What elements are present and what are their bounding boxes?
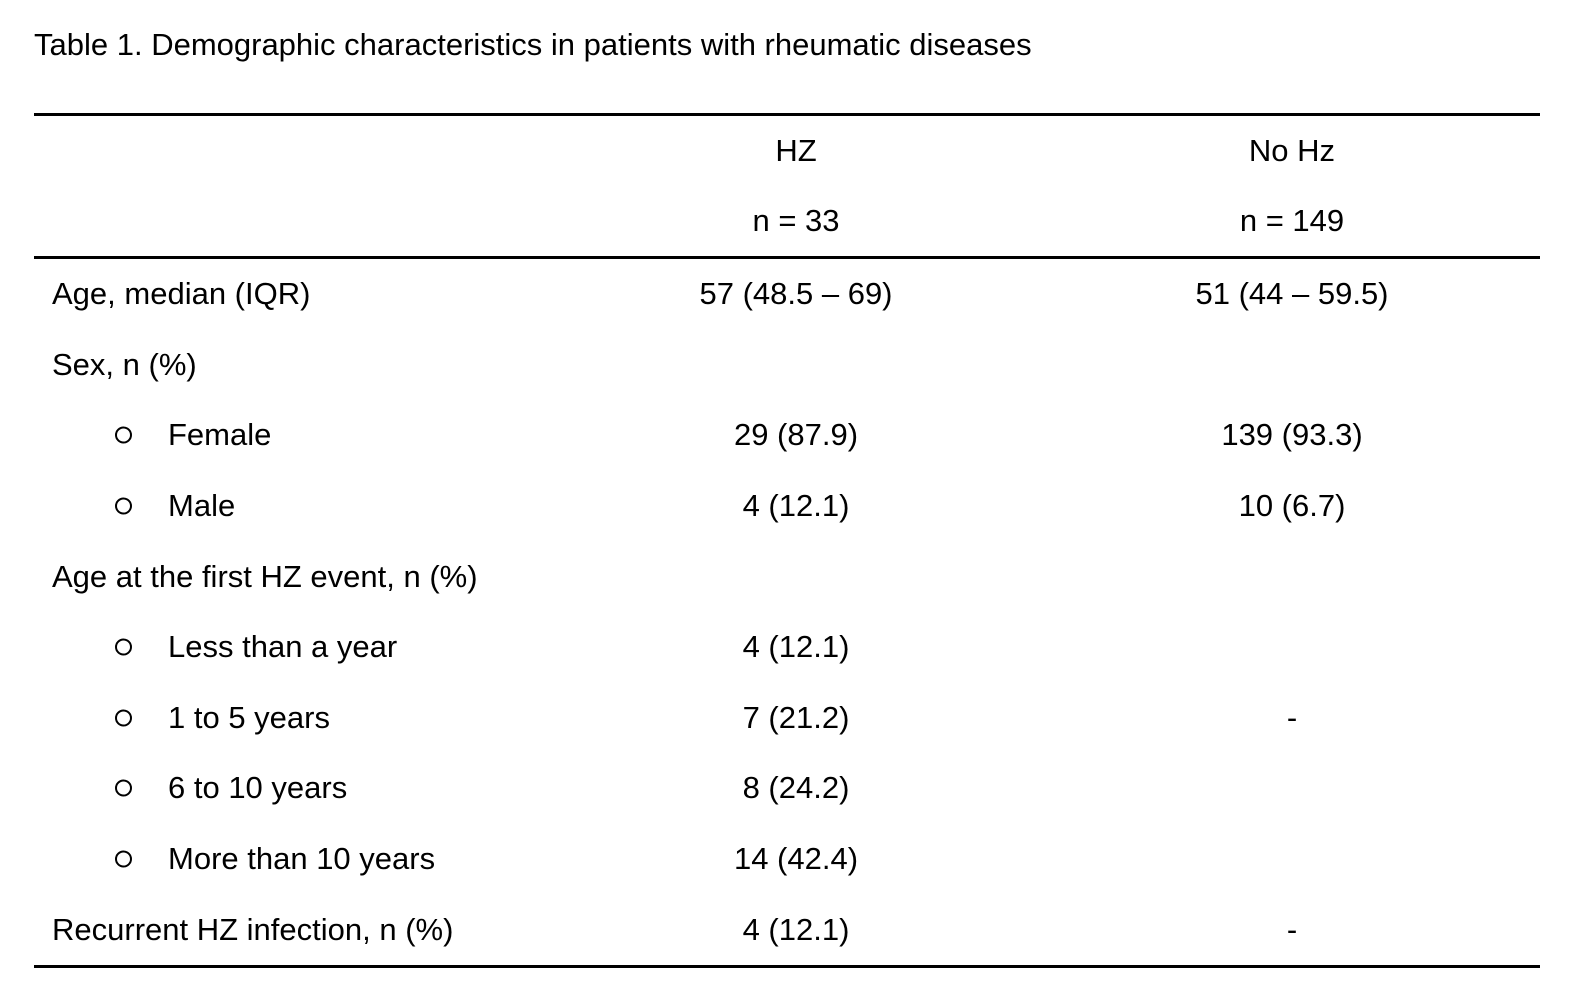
table-row: Age at the first HZ event, n (%) xyxy=(34,541,1540,612)
table-row: Female 29 (87.9) 139 (93.3) xyxy=(34,400,1540,471)
table-row: Recurrent HZ infection, n (%) 4 (12.1) - xyxy=(34,894,1540,965)
table-header-rule xyxy=(34,256,1540,259)
table-row: 1 to 5 years 7 (21.2) - xyxy=(34,683,1540,754)
table-row: Sex, n (%) xyxy=(34,330,1540,401)
table-top-rule xyxy=(34,113,1540,116)
table-header: HZ n = 33 No Hz n = 149 xyxy=(34,116,1540,256)
table-row: Male 4 (12.1) 10 (6.7) xyxy=(34,471,1540,542)
row-label: Age, median (IQR) xyxy=(52,276,311,312)
header-empty-cell xyxy=(34,116,548,256)
hz-value: 4 (12.1) xyxy=(742,488,850,524)
col-header-nohz-n: n = 149 xyxy=(1239,203,1345,238)
demographics-table: HZ n = 33 No Hz n = 149 Age, median (IQR… xyxy=(34,113,1540,968)
header-nohz-column: No Hz n = 149 xyxy=(1044,116,1540,256)
row-label-cell: Female xyxy=(34,417,548,453)
circle-bullet-icon xyxy=(115,709,132,727)
row-label-cell: 6 to 10 years xyxy=(34,770,548,806)
row-label: Less than a year xyxy=(168,629,398,665)
circle-bullet-icon xyxy=(115,850,132,868)
col-header-hz-n: n = 33 xyxy=(752,203,840,238)
circle-bullet-icon xyxy=(115,638,132,656)
hz-value: 4 (12.1) xyxy=(742,629,850,665)
row-label: Sex, n (%) xyxy=(52,346,197,382)
hz-value: 7 (21.2) xyxy=(742,699,850,735)
table-bottom-rule xyxy=(34,964,1540,968)
hz-value: 57 (48.5 – 69) xyxy=(699,276,893,312)
nohz-value: 10 (6.7) xyxy=(1238,488,1346,524)
nohz-value: 51 (44 – 59.5) xyxy=(1195,276,1389,312)
row-label-cell: Male xyxy=(34,488,548,524)
row-label-cell: Recurrent HZ infection, n (%) xyxy=(34,912,548,948)
row-label: 1 to 5 years xyxy=(168,699,330,735)
row-label: Recurrent HZ infection, n (%) xyxy=(52,911,454,947)
circle-bullet-icon xyxy=(115,426,132,444)
row-label: Male xyxy=(168,488,236,524)
circle-bullet-icon xyxy=(115,779,132,797)
row-label-cell: Less than a year xyxy=(34,629,548,665)
table-row: More than 10 years 14 (42.4) xyxy=(34,824,1540,895)
row-label: Female xyxy=(168,417,272,453)
col-header-nohz: No Hz xyxy=(1248,133,1336,168)
table-row: 6 to 10 years 8 (24.2) xyxy=(34,753,1540,824)
row-label-cell: Age at the first HZ event, n (%) xyxy=(34,559,548,595)
hz-value: 29 (87.9) xyxy=(733,417,859,453)
header-hz-column: HZ n = 33 xyxy=(548,116,1044,256)
hz-value: 8 (24.2) xyxy=(742,770,850,806)
hz-value: 4 (12.1) xyxy=(742,911,850,947)
row-label: 6 to 10 years xyxy=(168,770,348,806)
nohz-value: - xyxy=(1286,699,1298,735)
row-label: More than 10 years xyxy=(168,841,436,877)
row-label: Age at the first HZ event, n (%) xyxy=(52,558,478,594)
nohz-value: 139 (93.3) xyxy=(1221,417,1363,453)
row-label-cell: Sex, n (%) xyxy=(34,347,548,383)
row-label-cell: More than 10 years xyxy=(34,841,548,877)
col-header-hz: HZ xyxy=(775,133,817,168)
row-label-cell: 1 to 5 years xyxy=(34,700,548,736)
table-row: Less than a year 4 (12.1) xyxy=(34,612,1540,683)
table-title: Table 1. Demographic characteristics in … xyxy=(34,27,1032,62)
table-row: Age, median (IQR) 57 (48.5 – 69) 51 (44 … xyxy=(34,259,1540,330)
table-body: Age, median (IQR) 57 (48.5 – 69) 51 (44 … xyxy=(34,259,1540,965)
hz-value: 14 (42.4) xyxy=(733,841,859,877)
row-label-cell: Age, median (IQR) xyxy=(34,276,548,312)
nohz-value: - xyxy=(1286,911,1298,947)
circle-bullet-icon xyxy=(115,497,132,515)
